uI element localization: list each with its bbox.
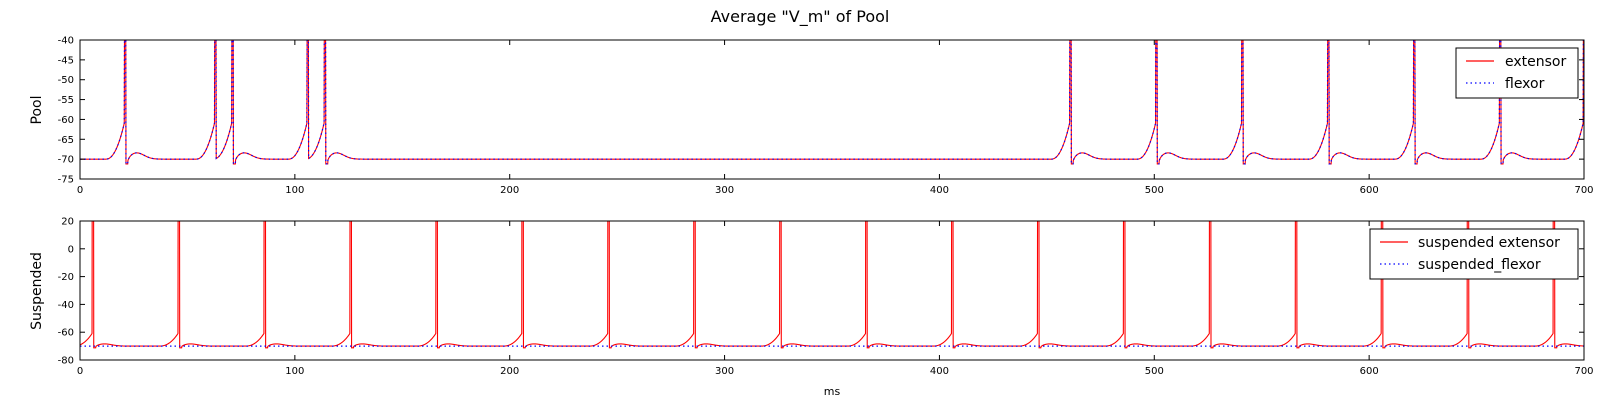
- xtick-label-pool-700: 700: [1574, 185, 1593, 196]
- ytick-label-suspended--40: -40: [58, 300, 74, 311]
- subplot-suspended: 0 100 200 300 400 500 600 700 -80 -60 -40 -20 0 20 Su…: [29, 217, 1594, 378]
- series-lines-pool: [80, 40, 1584, 165]
- xtick-label-suspended-400: 400: [930, 366, 949, 377]
- ytick-label-pool--65: -65: [58, 135, 74, 146]
- xtick-label-pool-500: 500: [1145, 185, 1164, 196]
- legend-box-pool: [1455, 47, 1579, 99]
- axes-frame-suspended: [79, 220, 1585, 361]
- xlabel: ms: [824, 385, 841, 398]
- ytick-label-pool--70: -70: [58, 155, 74, 166]
- xtick-label-suspended-200: 200: [500, 366, 519, 377]
- ytick-label-pool--50: -50: [58, 75, 74, 86]
- xtick-label-suspended-300: 300: [715, 366, 734, 377]
- ytick-label-pool--45: -45: [58, 55, 74, 66]
- plot-area-pool: [80, 40, 1584, 179]
- legend-label-suspended-extensor: suspended extensor: [1418, 235, 1560, 251]
- xtick-label-suspended-600: 600: [1360, 366, 1379, 377]
- ytick-label-suspended--80: -80: [58, 356, 74, 367]
- figure-title: Average "V_m" of Pool: [711, 7, 890, 27]
- ticks-suspended: 0 100 200 300 400 500 600 700 -80 -60 -40 -20 0 20: [58, 217, 1594, 378]
- plot-area-suspended: [80, 221, 1584, 360]
- ytick-label-suspended-0: 0: [68, 244, 74, 255]
- ytick-label-pool--40: -40: [58, 36, 74, 47]
- legend-box-suspended: [1369, 228, 1579, 280]
- xtick-label-suspended-500: 500: [1145, 366, 1164, 377]
- legend-suspended: suspended extensor suspended_flexor: [1369, 228, 1579, 280]
- xtick-label-pool-300: 300: [715, 185, 734, 196]
- xtick-label-pool-400: 400: [930, 185, 949, 196]
- xtick-label-suspended-700: 700: [1574, 366, 1593, 377]
- xtick-label-pool-600: 600: [1360, 185, 1379, 196]
- ytick-label-pool--55: -55: [58, 95, 74, 106]
- axes-frame-pool: [79, 39, 1585, 180]
- ylabel-suspended: Suspended: [29, 252, 45, 330]
- xtick-label-pool-100: 100: [285, 185, 304, 196]
- xtick-label-suspended-0: 0: [77, 366, 83, 377]
- ticks-pool: 0 100 200 300 400 500 600 700 -75 -70 -65 -60 -55 -50…: [58, 36, 1594, 197]
- ylabel-pool: Pool: [29, 96, 45, 125]
- legend-label-flexor: flexor: [1505, 76, 1545, 92]
- xtick-label-pool-0: 0: [77, 185, 83, 196]
- xtick-label-suspended-100: 100: [285, 366, 304, 377]
- legend-label-extensor: extensor: [1505, 54, 1566, 70]
- series-line-flexor: [80, 40, 1584, 165]
- subplot-pool: 0 100 200 300 400 500 600 700 -75 -70 -65 -60 -55 -50…: [29, 36, 1594, 197]
- ytick-label-suspended--20: -20: [58, 272, 74, 283]
- legend-pool: extensor flexor: [1455, 47, 1579, 99]
- ytick-label-pool--60: -60: [58, 115, 74, 126]
- ytick-label-suspended--60: -60: [58, 328, 74, 339]
- legend-label-suspended-flexor: suspended_flexor: [1418, 257, 1541, 273]
- xtick-label-pool-200: 200: [500, 185, 519, 196]
- series-lines-suspended: [80, 221, 1584, 349]
- ytick-label-pool--75: -75: [58, 175, 74, 186]
- ytick-label-suspended-20: 20: [61, 217, 74, 228]
